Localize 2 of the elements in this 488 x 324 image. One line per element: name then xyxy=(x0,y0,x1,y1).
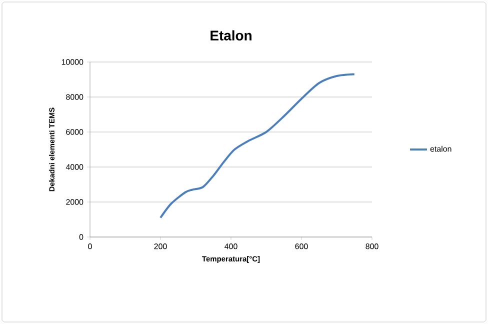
chart-title: Etalon xyxy=(210,30,252,41)
line-series xyxy=(160,73,356,219)
